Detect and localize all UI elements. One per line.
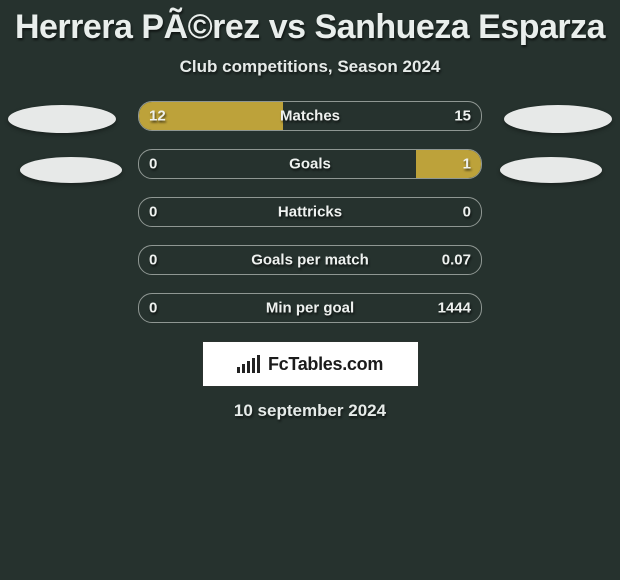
stat-label: Goals — [289, 156, 331, 173]
stat-value-left: 12 — [149, 108, 166, 125]
stat-row-goals: 0 Goals 1 — [138, 149, 482, 179]
logo-text: FcTables.com — [268, 354, 383, 375]
comparison-arena: 12 Matches 15 0 Goals 1 0 Hattricks 0 0 … — [0, 101, 620, 323]
icon-bar — [247, 361, 250, 373]
stat-label: Hattricks — [278, 204, 342, 221]
player-right-shape-1 — [504, 105, 612, 133]
stat-row-matches: 12 Matches 15 — [138, 101, 482, 131]
stat-row-min-per-goal: 0 Min per goal 1444 — [138, 293, 482, 323]
bar-chart-icon — [237, 355, 260, 373]
stat-value-left: 0 — [149, 204, 157, 221]
icon-bar — [242, 364, 245, 373]
player-right-shape-2 — [500, 157, 602, 183]
icon-bar — [252, 358, 255, 373]
stat-value-right: 15 — [454, 108, 471, 125]
stat-value-right: 1444 — [438, 300, 471, 317]
stat-label: Matches — [280, 108, 340, 125]
stat-value-left: 0 — [149, 300, 157, 317]
stat-value-right: 1 — [463, 156, 471, 173]
stat-value-left: 0 — [149, 156, 157, 173]
stat-label: Min per goal — [266, 300, 354, 317]
icon-bar — [237, 367, 240, 373]
player-left-shape-2 — [20, 157, 122, 183]
stat-fill-right — [416, 150, 481, 178]
fctables-logo[interactable]: FcTables.com — [202, 341, 419, 387]
logo-inner: FcTables.com — [237, 354, 383, 375]
player-left-shape-1 — [8, 105, 116, 133]
stat-value-right: 0 — [463, 204, 471, 221]
icon-bar — [257, 355, 260, 373]
stat-value-right: 0.07 — [442, 252, 471, 269]
comparison-bars: 12 Matches 15 0 Goals 1 0 Hattricks 0 0 … — [138, 101, 482, 323]
footer-date: 10 september 2024 — [0, 401, 620, 421]
stat-row-goals-per-match: 0 Goals per match 0.07 — [138, 245, 482, 275]
stat-row-hattricks: 0 Hattricks 0 — [138, 197, 482, 227]
stat-value-left: 0 — [149, 252, 157, 269]
stat-label: Goals per match — [251, 252, 369, 269]
page-subtitle: Club competitions, Season 2024 — [0, 57, 620, 77]
page-title: Herrera PÃ©rez vs Sanhueza Esparza — [0, 8, 620, 47]
